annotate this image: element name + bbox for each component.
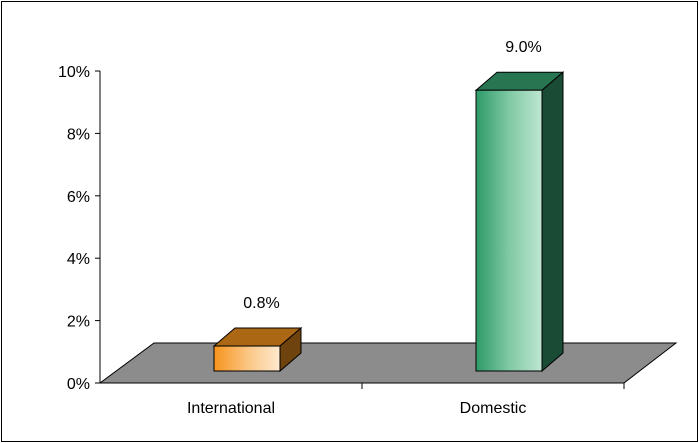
data-label-domestic: 9.0% (505, 39, 541, 56)
bar-front-face (475, 89, 543, 372)
bar-side-shade (280, 328, 301, 371)
bar-front-face (213, 345, 281, 372)
x-axis-labels: International Domestic (187, 400, 526, 417)
data-labels: 0.8% 9.0% (243, 39, 541, 312)
y-tick-label: 10% (58, 64, 90, 81)
y-tick-label: 6% (67, 189, 90, 206)
bar-international (212, 326, 303, 373)
data-label-international: 0.8% (243, 295, 279, 312)
y-axis-ticks: 0% 2% 4% 6% 8% 10% (58, 64, 100, 393)
y-tick-label: 2% (67, 314, 90, 331)
x-tick-label-domestic: Domestic (460, 400, 527, 417)
bar-domestic (474, 71, 565, 373)
bar-top-shade (476, 72, 563, 91)
y-tick-label: 4% (67, 251, 90, 268)
y-tick-label: 0% (67, 376, 90, 393)
x-tick-label-international: International (187, 400, 275, 417)
bar-top-shade (214, 328, 301, 347)
bar-side-shade (542, 72, 563, 371)
chart-floor (98, 342, 678, 384)
y-tick-label: 8% (67, 126, 90, 143)
bars (212, 71, 565, 373)
